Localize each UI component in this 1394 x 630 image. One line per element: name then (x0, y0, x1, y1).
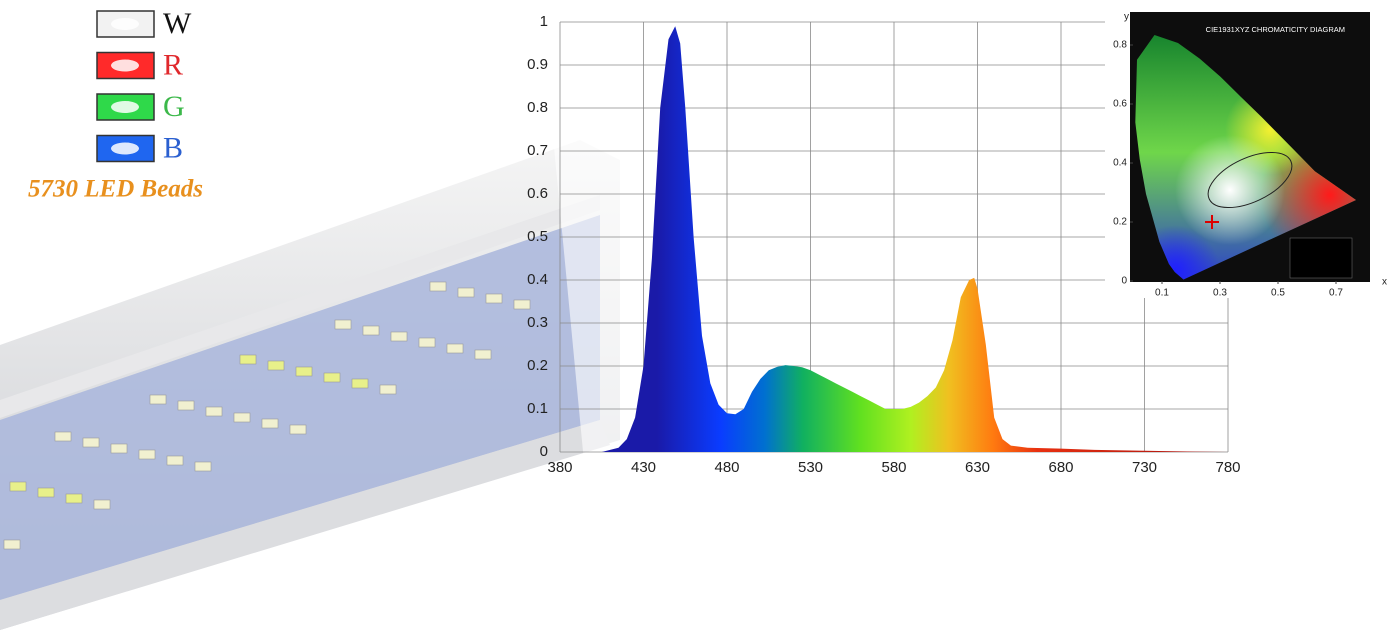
x-tick-label: 0.5 (1271, 288, 1285, 299)
y-tick-label: 0.6 (527, 185, 548, 202)
x-tick-label: 480 (714, 459, 739, 476)
y-tick-label: 0.3 (527, 314, 548, 331)
swatch-glow (111, 101, 139, 113)
x-tick-label: 430 (631, 459, 656, 476)
y-tick-label: 0.9 (527, 56, 548, 73)
cie-axes: CIE1931XYZ CHROMATICITY DIAGRAM 0 0.2 0.4 0.… (1113, 12, 1387, 299)
swatch-glow (111, 142, 139, 155)
y-tick-label: 0 (540, 443, 548, 460)
x-tick-label: 0.3 (1213, 288, 1227, 299)
x-tick-label: 0.7 (1329, 288, 1343, 299)
y-axis-label: y (1124, 12, 1129, 23)
y-tick-label: 0.2 (527, 357, 548, 374)
swatch-glow (111, 18, 139, 30)
y-tick-label: 0.1 (527, 400, 548, 417)
spectrum-area (593, 26, 1228, 453)
cie-inset (1105, 8, 1389, 298)
x-axis-label: x (1382, 277, 1387, 288)
x-tick-label: 680 (1048, 459, 1073, 476)
x-tick-label: 380 (547, 459, 572, 476)
legend-label: W (163, 7, 192, 40)
swatch-glow (111, 59, 139, 72)
y-tick-label: 0 (1121, 276, 1127, 287)
y-tick-label: 0.4 (1113, 158, 1127, 169)
y-tick-label: 0.6 (1113, 99, 1127, 110)
y-tick-label: 0.8 (1113, 40, 1127, 51)
legend-label: G (163, 90, 185, 123)
mini-spectrum (1289, 237, 1353, 279)
y-tick-label: 0.8 (527, 99, 548, 116)
y-tick-label: 0.5 (527, 228, 548, 245)
y-tick-label: 0.7 (527, 142, 548, 159)
x-tick-label: 580 (881, 459, 906, 476)
legend-label: B (163, 131, 183, 164)
x-tick-label: 530 (798, 459, 823, 476)
y-tick-label: 1 (540, 13, 548, 30)
x-tick-label: 730 (1132, 459, 1157, 476)
y-tick-label: 0.4 (527, 271, 548, 288)
x-tick-label: 630 (965, 459, 990, 476)
y-tick-label: 0.2 (1113, 217, 1127, 228)
legend-label: R (163, 48, 183, 81)
inset-title: CIE1931XYZ CHROMATICITY DIAGRAM (1206, 25, 1345, 34)
caption: 5730 LED Beads (28, 176, 203, 203)
marker (1205, 215, 1219, 229)
legend-swatch (96, 10, 155, 38)
x-tick-label: 0.1 (1155, 288, 1169, 299)
x-tick-label: 780 (1215, 459, 1240, 476)
